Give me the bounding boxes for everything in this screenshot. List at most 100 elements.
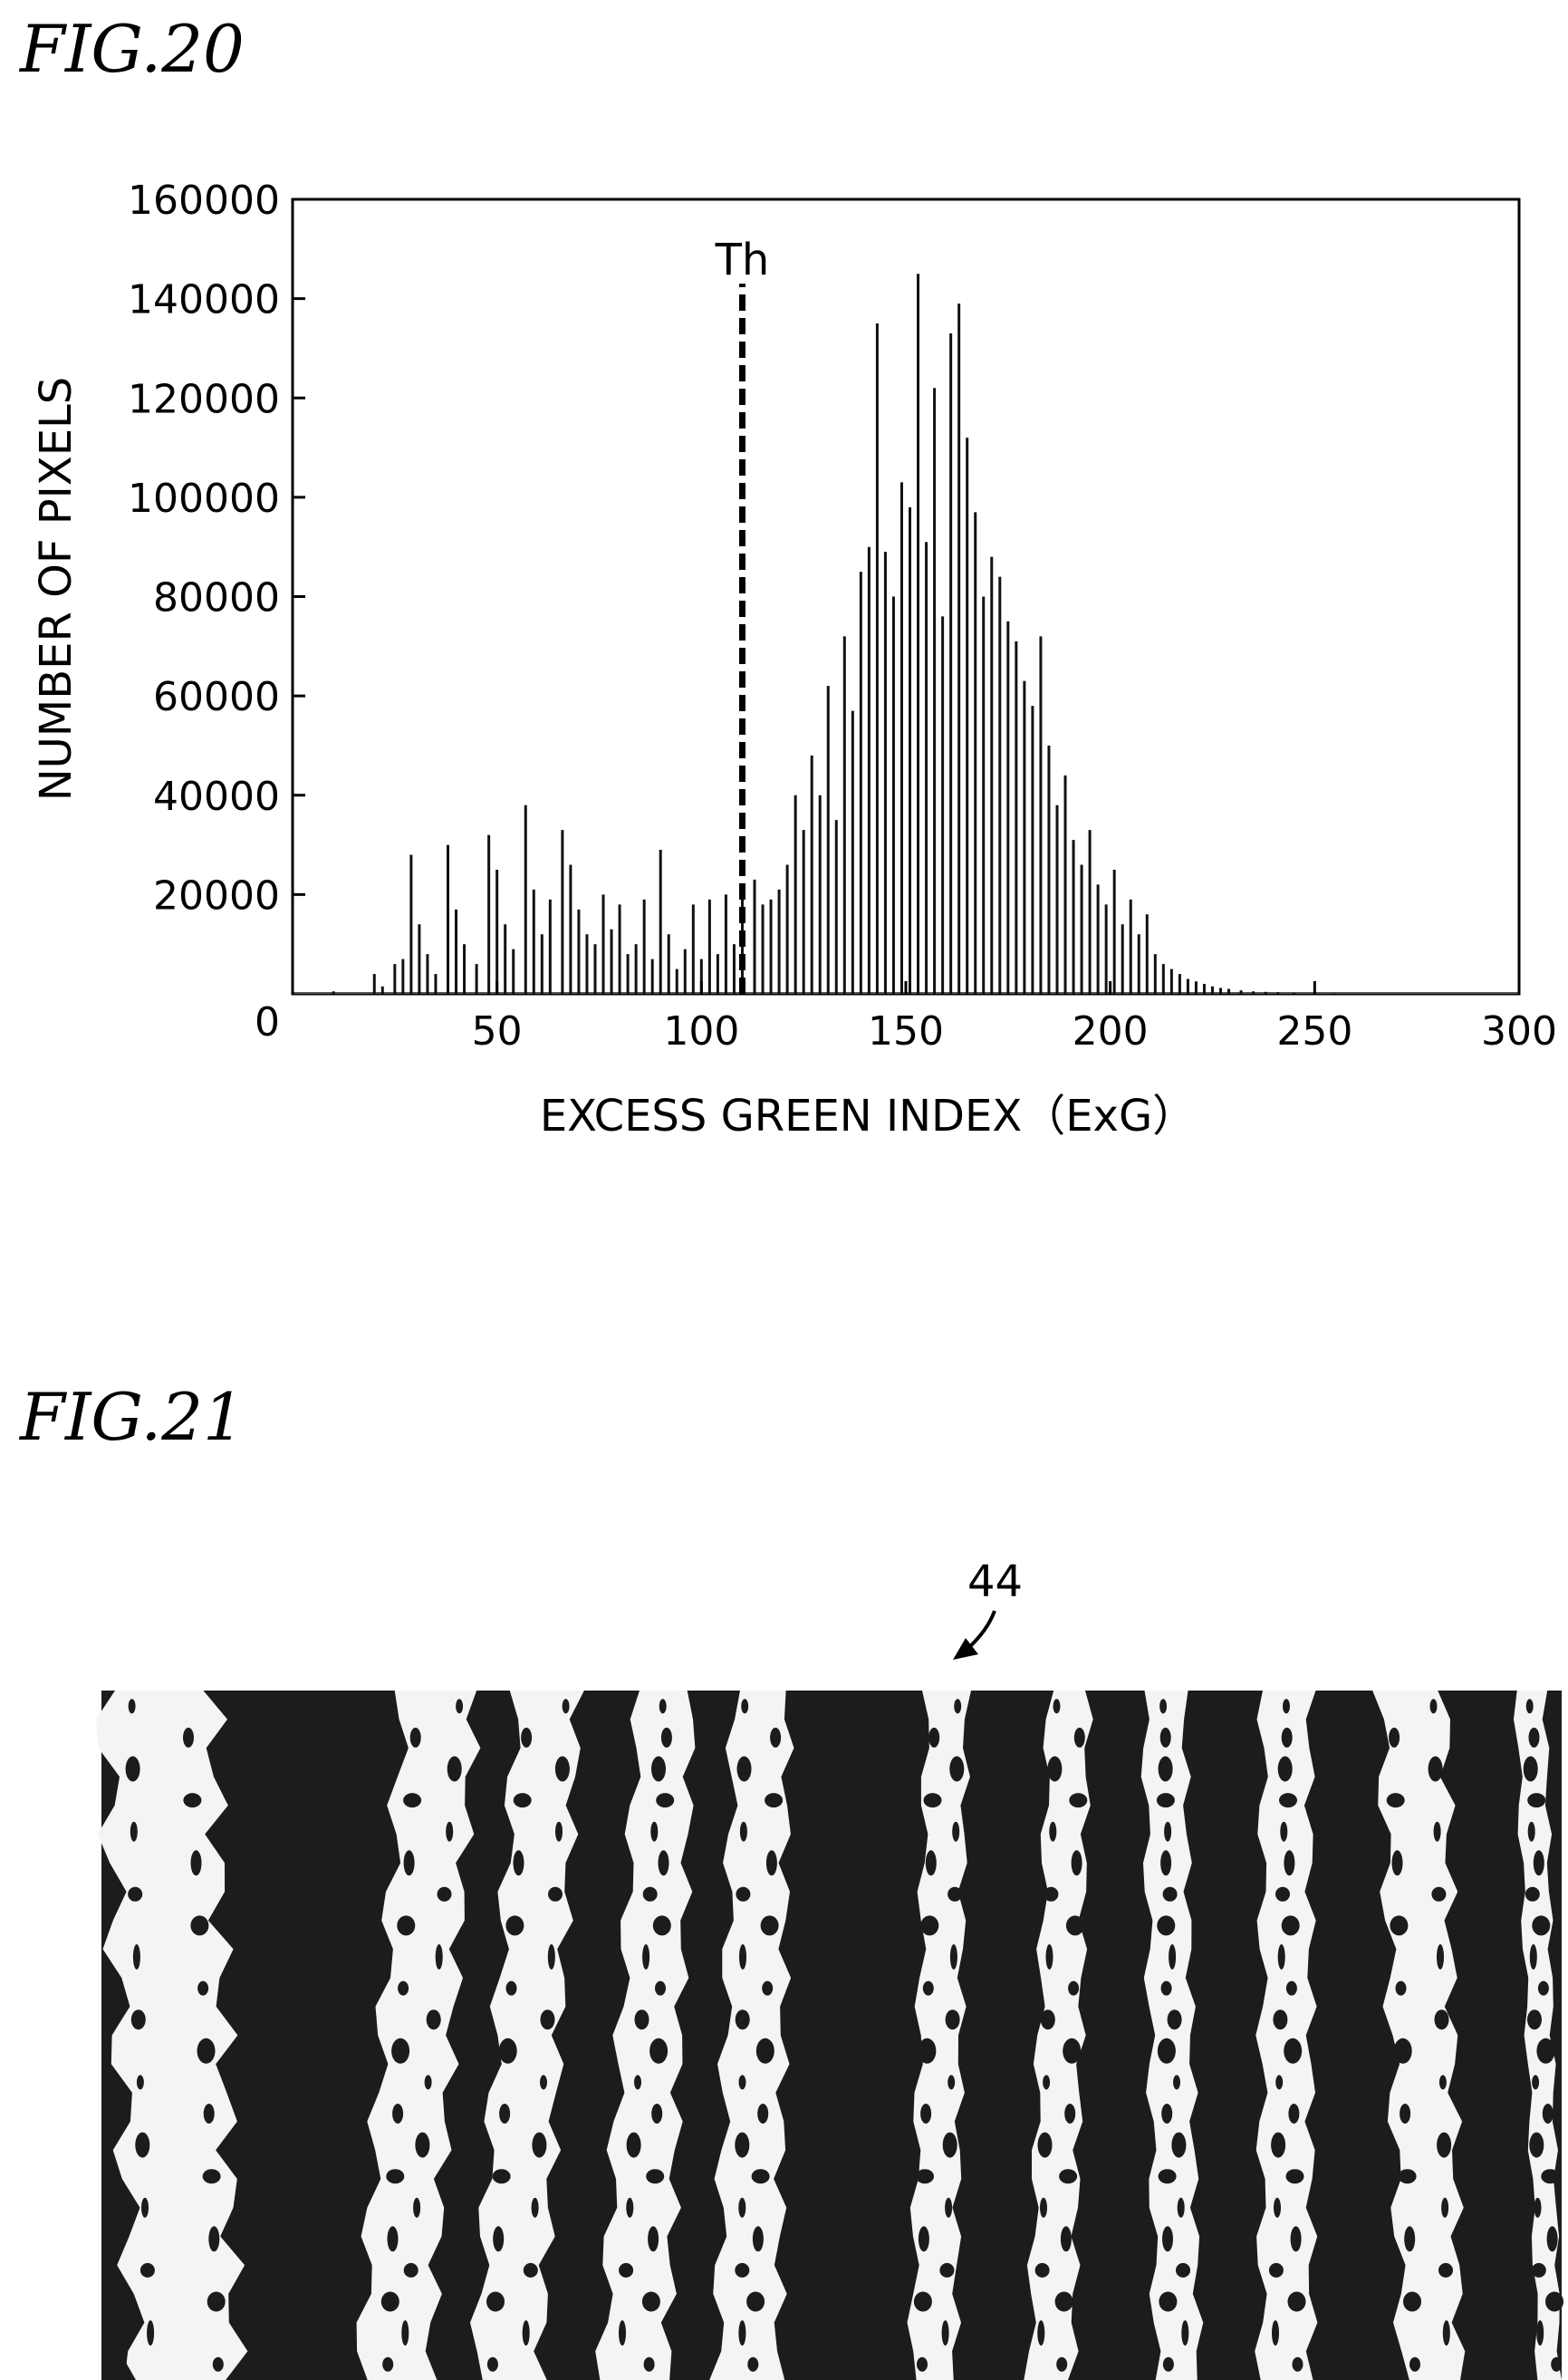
stripe-gap xyxy=(735,2009,750,2030)
stripe-gap xyxy=(922,1980,934,1996)
x-tick-label: 100 xyxy=(663,1008,739,1055)
stripe-gap xyxy=(739,1821,747,1842)
stripe-gap xyxy=(1527,1793,1546,1808)
stripe-gap xyxy=(948,2075,956,2090)
stripe-gap xyxy=(738,2320,746,2346)
stripe-gap xyxy=(447,1756,462,1782)
crop-row-stripe xyxy=(470,1691,584,2380)
x-axis-ticks: 0 50 100 150 200 250 300 xyxy=(255,981,1557,1055)
stripe-gap xyxy=(1537,1980,1549,1996)
stripe-gap xyxy=(1177,2197,1185,2218)
stripe-gap xyxy=(770,1727,782,1748)
stripe-gap xyxy=(523,2262,538,2278)
y-tick-label: 60000 xyxy=(153,674,280,720)
stripe-gap xyxy=(1037,2320,1045,2346)
stripe-gap xyxy=(1043,2075,1051,2090)
stripe-gap xyxy=(446,1821,454,1842)
stripe-gap xyxy=(1292,2356,1303,2372)
stripe-gap xyxy=(548,1886,563,1902)
stripe-gap xyxy=(1542,2104,1554,2124)
figure-20-label: FIG.20 xyxy=(20,11,245,87)
stripe-gap xyxy=(1173,2075,1180,2090)
stripe-gap xyxy=(1531,2262,1546,2278)
stripe-gap xyxy=(634,2075,641,2090)
y-axis-title: NUMBER OF PIXELS xyxy=(31,377,82,802)
stripe-gap xyxy=(920,2104,932,2124)
stripe-gap xyxy=(1157,1915,1176,1936)
stripe-gap xyxy=(752,2226,764,2252)
stripe-gap xyxy=(1429,1699,1438,1714)
stripe-gap xyxy=(499,2104,511,2124)
stripe-gap xyxy=(1284,1850,1295,1876)
stripe-gap xyxy=(920,1915,939,1936)
stripe-gap xyxy=(1053,1699,1061,1714)
stripe-gap xyxy=(949,1944,957,1970)
stripe-gap xyxy=(1274,2197,1281,2218)
stripe-gap xyxy=(190,1915,209,1936)
stripe-gap xyxy=(532,2132,547,2158)
stripe-gap xyxy=(649,2038,669,2064)
stripe-gap xyxy=(755,2038,774,2064)
x-tick-label: 150 xyxy=(868,1008,944,1055)
y-tick-label: 160000 xyxy=(128,178,280,224)
stripe-gap xyxy=(948,1886,963,1902)
threshold-marker: Th xyxy=(715,235,770,994)
stripe-gap xyxy=(1040,2009,1055,2030)
stripe-gap xyxy=(1433,1821,1441,1842)
stripe-gap xyxy=(1271,2132,1286,2158)
stripe-gap xyxy=(642,1886,658,1902)
stripe-gap xyxy=(493,2226,505,2252)
stripe-gap xyxy=(1280,1821,1288,1842)
crop-row-stripe xyxy=(1514,1691,1562,2380)
stripe-gap xyxy=(1403,2291,1421,2312)
stripe-gap xyxy=(928,1727,940,1748)
stripe-gap xyxy=(1525,1699,1534,1714)
stripe-gap xyxy=(648,2226,659,2252)
threshold-label: Th xyxy=(715,235,770,285)
stripe-gap xyxy=(1159,2291,1178,2312)
stripe-gap xyxy=(513,1850,524,1876)
stripe-gap xyxy=(1428,1756,1443,1782)
stripe-gap xyxy=(1532,1915,1551,1936)
stripe-gap xyxy=(1283,1699,1290,1714)
stripe-gap xyxy=(918,2038,937,2064)
stripe-gap xyxy=(1389,1727,1400,1748)
stripe-gap xyxy=(1279,1793,1297,1808)
stripe-gap xyxy=(130,1821,138,1842)
stripe-gap xyxy=(1169,1944,1177,1970)
stripe-gap xyxy=(1159,1699,1168,1714)
stripe-gap xyxy=(1045,1944,1053,1970)
stripe-gap xyxy=(1056,2356,1068,2372)
stripe-gap xyxy=(1281,1727,1293,1748)
stripe-gap xyxy=(1071,1850,1082,1876)
stripe-gap xyxy=(656,1793,675,1808)
stripe-gap xyxy=(1068,1980,1080,1996)
stripe-gap xyxy=(747,2356,759,2372)
stripe-gap xyxy=(397,1915,416,1936)
stripe-gap xyxy=(456,1699,464,1714)
figure-21-label: FIG.21 xyxy=(20,1379,245,1455)
stripe-gap xyxy=(1529,2132,1544,2158)
stripe-gap xyxy=(1171,2132,1187,2158)
stripe-gap xyxy=(1060,2226,1072,2252)
y-tick-label: 120000 xyxy=(128,376,280,422)
stripe-gap xyxy=(540,2009,555,2030)
x-tick-label: 250 xyxy=(1276,1008,1352,1055)
stripe-gap xyxy=(939,2262,955,2278)
stripe-gap xyxy=(547,1944,555,1970)
stripe-gap xyxy=(1287,2291,1306,2312)
stripe-gap xyxy=(736,1756,752,1782)
stripe-gap xyxy=(760,1915,779,1936)
stripe-gap xyxy=(1157,2038,1176,2064)
stripe-gap xyxy=(1040,2197,1047,2218)
stripe-gap xyxy=(619,2320,626,2346)
stripe-gap xyxy=(762,1980,774,1996)
stripe-gap xyxy=(505,1980,517,1996)
histogram-chart: Th 0 50 100 150 200 250 300 20000 40000 60000 800… xyxy=(31,178,1557,1142)
x-tick-label: 300 xyxy=(1481,1008,1557,1055)
stripe-gap xyxy=(1390,1915,1409,1936)
y-tick-label: 40000 xyxy=(153,774,280,820)
stripe-gap xyxy=(1528,1727,1540,1748)
stripe-gap xyxy=(913,2291,932,2312)
stripe-gap xyxy=(136,2075,144,2090)
